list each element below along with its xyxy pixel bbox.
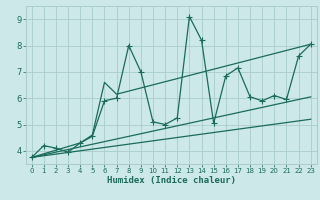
- X-axis label: Humidex (Indice chaleur): Humidex (Indice chaleur): [107, 176, 236, 185]
